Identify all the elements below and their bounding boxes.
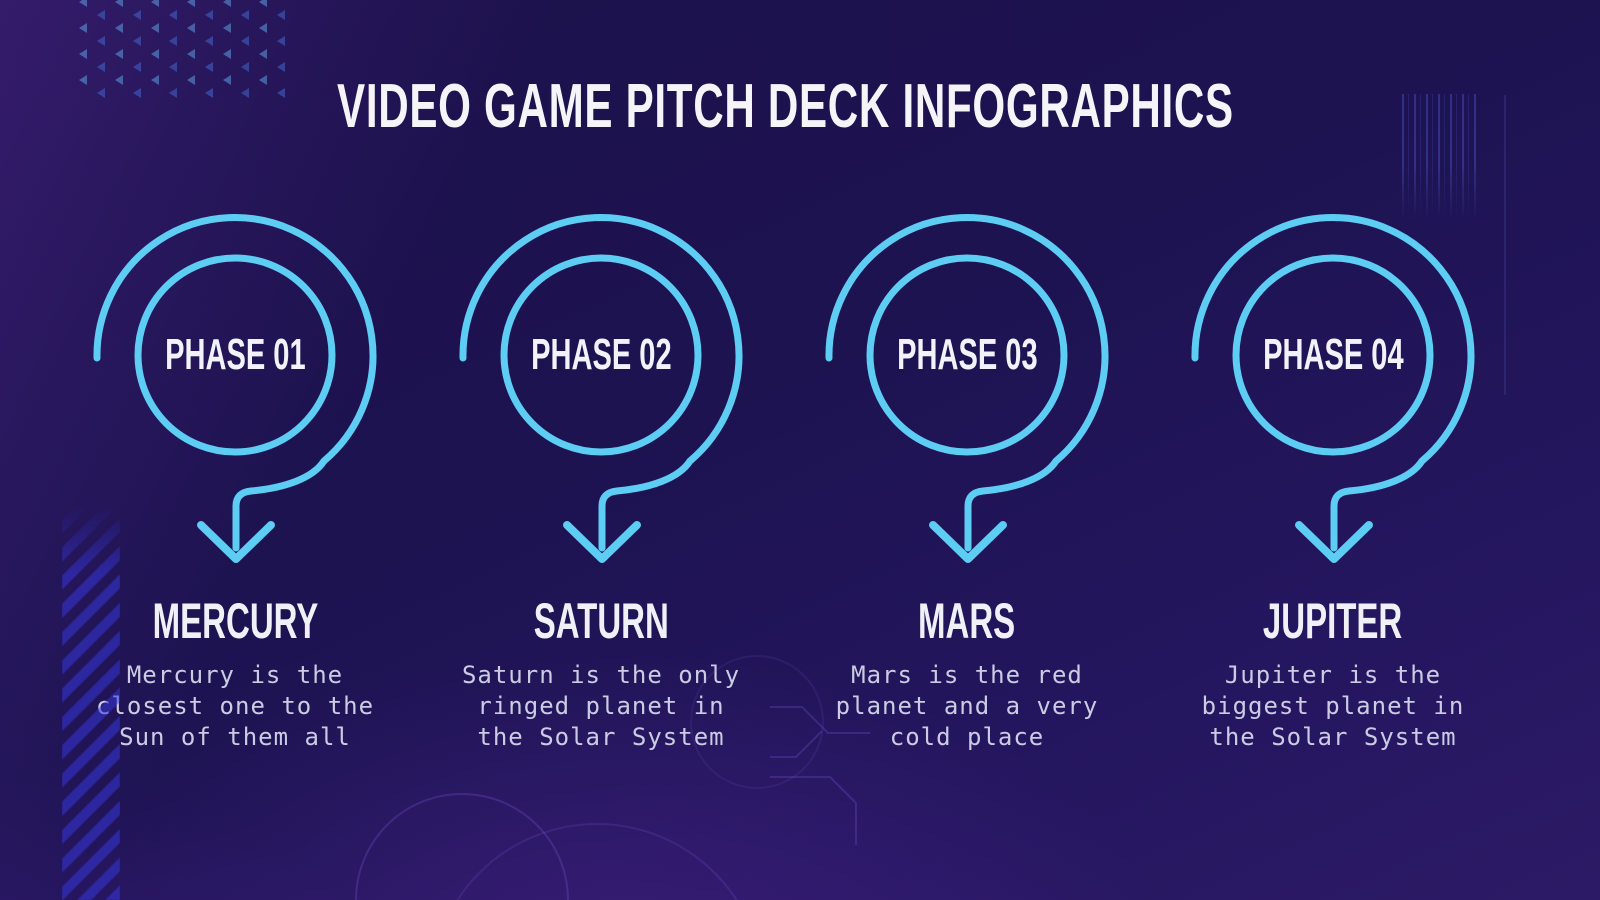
phase-column-1: PHASE 01 MERCURY Mercury is the closest … <box>85 195 385 753</box>
phases-row: PHASE 01 MERCURY Mercury is the closest … <box>0 138 1600 753</box>
planet-description: Mars is the red planet and a very cold p… <box>835 661 1099 751</box>
phase-column-4: PHASE 04 JUPITER Jupiter is the biggest … <box>1183 195 1483 753</box>
planet-description: Mercury is the closest one to the Sun of… <box>95 661 375 751</box>
slide-title-text: VIDEO GAME PITCH DECK INFOGRAPHICS <box>336 72 1234 141</box>
phase-graphic: PHASE 01 <box>85 195 385 570</box>
phase-label: PHASE 03 <box>896 330 1038 379</box>
planet-name: SATURN <box>533 593 669 649</box>
slide-title: VIDEO GAME PITCH DECK INFOGRAPHICS <box>0 76 1570 138</box>
planet-description: Saturn is the only ringed planet in the … <box>461 661 741 751</box>
phase-graphic: PHASE 03 <box>817 195 1117 570</box>
phase-graphic: PHASE 04 <box>1183 195 1483 570</box>
phase-column-3: PHASE 03 MARS Mars is the red planet and… <box>817 195 1117 753</box>
orbit-circle-decoration <box>430 823 764 900</box>
phase-label: PHASE 04 <box>1262 330 1404 379</box>
spiral-arrow-down-icon <box>93 214 377 563</box>
phase-graphic: PHASE 02 <box>451 195 751 570</box>
planet-name: MERCURY <box>152 593 318 649</box>
phase-label: PHASE 02 <box>530 330 672 379</box>
phase-label: PHASE 01 <box>164 330 306 379</box>
orbit-circle-decoration <box>355 793 569 900</box>
planet-name: JUPITER <box>1263 593 1403 649</box>
phase-column-2: PHASE 02 SATURN Saturn is the only ringe… <box>451 195 751 753</box>
spiral-arrow-down-icon <box>825 214 1109 563</box>
spiral-arrow-down-icon <box>459 214 743 563</box>
spiral-arrow-down-icon <box>1191 214 1475 563</box>
planet-name: MARS <box>918 593 1016 649</box>
planet-description: Jupiter is the biggest planet in the Sol… <box>1201 661 1465 751</box>
